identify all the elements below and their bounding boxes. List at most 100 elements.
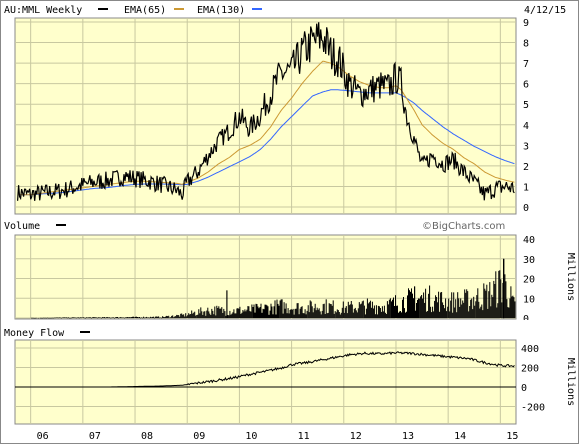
- volume-bar: [191, 310, 193, 318]
- y-tick-label: 3: [523, 141, 529, 152]
- volume-bar: [47, 317, 49, 319]
- y-tick-label: 20: [523, 275, 535, 286]
- volume-bar: [200, 307, 202, 318]
- volume-bar: [484, 288, 486, 318]
- volume-bar: [44, 317, 46, 319]
- volume-bar: [396, 305, 397, 318]
- volume-bar: [225, 315, 227, 318]
- volume-bar: [107, 317, 109, 318]
- volume-bar: [194, 311, 196, 318]
- volume-bar: [62, 317, 64, 318]
- volume-bar: [246, 309, 248, 318]
- volume-bar: [514, 301, 516, 318]
- volume-bar: [334, 311, 336, 318]
- volume-bar: [258, 308, 260, 318]
- volume-bar: [183, 314, 185, 318]
- volume-bar: [466, 289, 468, 318]
- volume-bar: [218, 306, 220, 318]
- volume-bar: [43, 317, 45, 319]
- volume-bar: [471, 298, 473, 318]
- volume-bar: [507, 307, 509, 318]
- volume-bar: [145, 317, 147, 318]
- volume-bar: [90, 317, 92, 319]
- volume-bar: [364, 314, 366, 318]
- volume-bar: [182, 314, 184, 318]
- volume-bar: [233, 309, 235, 318]
- volume-bar: [462, 300, 464, 318]
- volume-bar: [226, 290, 228, 318]
- volume-bar: [202, 314, 204, 318]
- volume-bar: [474, 305, 476, 318]
- volume-bar: [446, 311, 448, 318]
- volume-bar: [167, 316, 169, 318]
- volume-bar: [168, 315, 170, 318]
- volume-bar: [399, 311, 400, 318]
- volume-bar: [162, 316, 164, 318]
- volume-bar: [158, 316, 160, 318]
- volume-bar: [459, 306, 461, 318]
- y-tick-label: 8: [523, 39, 529, 50]
- volume-bar: [267, 306, 269, 318]
- volume-bar: [131, 317, 132, 318]
- volume-bar: [425, 288, 427, 318]
- volume-bar: [374, 314, 376, 318]
- y-tick-label: 7: [523, 59, 529, 70]
- volume-bar: [475, 301, 477, 318]
- moneyflow-line: [17, 351, 515, 388]
- volume-bar: [286, 313, 288, 318]
- volume-bar: [109, 317, 111, 319]
- volume-bar: [49, 317, 51, 319]
- volume-bar: [443, 305, 445, 318]
- price-legend-swatch: [98, 8, 108, 10]
- volume-bar: [178, 315, 180, 318]
- volume-bar: [327, 312, 329, 318]
- volume-bar: [130, 317, 131, 318]
- volume-bar: [187, 315, 189, 318]
- volume-bar: [59, 317, 61, 318]
- volume-bar: [93, 317, 95, 318]
- volume-bar: [335, 312, 337, 318]
- volume-bar: [35, 317, 37, 319]
- volume-bar: [222, 313, 224, 318]
- volume-bar: [216, 305, 218, 318]
- volume-bar: [175, 316, 177, 318]
- volume-bar: [361, 301, 363, 318]
- volume-bar: [432, 306, 434, 318]
- volume-bar: [199, 313, 201, 318]
- volume-bar: [157, 316, 159, 318]
- volume-bar: [469, 306, 471, 318]
- volume-bar: [346, 313, 348, 318]
- volume-bar: [164, 317, 166, 318]
- volume-label: Volume: [4, 221, 40, 232]
- volume-bar: [451, 292, 453, 318]
- volume-bar: [58, 317, 60, 318]
- volume-bar: [438, 291, 440, 318]
- volume-bar: [214, 306, 216, 318]
- volume-bar: [460, 298, 462, 318]
- volume-bar: [189, 314, 191, 318]
- volume-bar: [491, 294, 493, 318]
- x-tick-label: 10: [245, 431, 257, 442]
- volume-bar: [234, 313, 236, 318]
- volume-bar: [115, 317, 116, 318]
- volume-bar: [75, 317, 77, 319]
- volume-bar: [506, 299, 508, 318]
- volume-unit-label: Millions: [565, 253, 576, 301]
- volume-bar: [53, 317, 55, 319]
- volume-bar: [389, 298, 391, 318]
- volume-bar: [108, 317, 110, 318]
- volume-bar: [428, 293, 430, 318]
- volume-bar: [170, 317, 172, 318]
- volume-bar: [161, 317, 163, 319]
- volume-bar: [163, 316, 165, 318]
- volume-bar: [397, 305, 398, 318]
- volume-bar: [497, 303, 499, 318]
- volume-bar: [480, 306, 482, 318]
- volume-bar: [184, 316, 186, 318]
- volume-bar: [118, 317, 119, 319]
- volume-bar: [72, 317, 74, 318]
- volume-bar: [259, 307, 261, 318]
- volume-bar: [180, 313, 182, 318]
- volume-bar: [65, 317, 67, 318]
- volume-bar: [511, 296, 513, 318]
